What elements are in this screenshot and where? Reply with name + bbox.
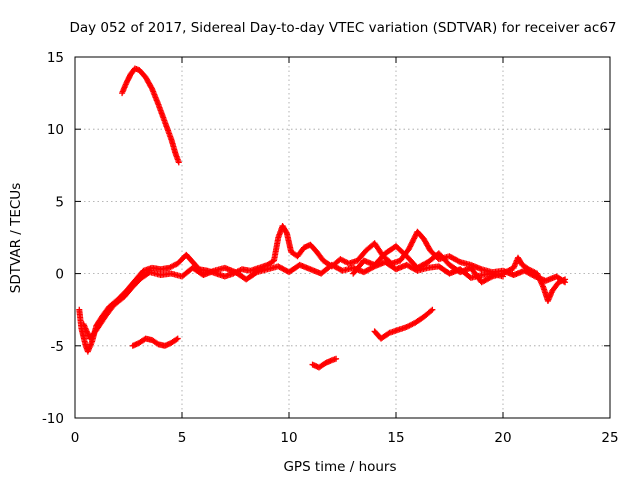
data-point [173,336,180,343]
y-tick-label: 10 [47,122,64,138]
data-point [455,258,462,265]
x-axis-label: GPS time / hours [283,459,396,475]
data-point [408,240,415,247]
x-tick-label: 5 [178,430,187,446]
data-point [562,276,569,283]
data-point [174,335,181,342]
y-tick-label: 0 [55,267,64,283]
y-tick-label: 15 [47,50,64,66]
y-tick-label: 5 [55,194,64,210]
data-point [429,306,436,313]
data-point [409,239,416,246]
x-tick-label: 20 [494,430,511,446]
y-tick-label: -5 [51,339,64,355]
data-point [252,269,259,276]
data-point [412,232,419,239]
chart-title: Day 052 of 2017, Sidereal Day-to-day VTE… [69,20,616,36]
x-tick-labels: 0 5 10 15 20 25 [71,430,619,446]
data-point [407,242,414,249]
y-tick-labels: -10 -5 0 5 10 15 [42,50,64,427]
series-arc-4 [350,243,569,305]
series-arc-6 [309,355,340,371]
series-arc-5 [129,335,181,349]
data-point [407,243,414,250]
x-tick-label: 15 [387,430,404,446]
plot-frame [74,56,611,419]
data-point [148,84,155,91]
data-point [487,274,494,281]
data-point [428,307,435,314]
axis-ticks [74,56,611,419]
series-arc-1 [119,65,182,166]
x-tick-label: 0 [71,430,80,446]
x-tick-label: 10 [280,430,297,446]
data-point [410,236,417,243]
data-point [333,355,340,362]
y-axis-label: SDTVAR / TECUs [8,183,24,293]
data-point [175,159,182,166]
x-tick-label: 25 [601,430,618,446]
data-point [405,246,412,253]
data-point [409,238,416,245]
data-point [411,235,418,242]
y-tick-label: -10 [42,411,64,427]
data-points [76,65,569,371]
data-point [406,244,413,251]
series-arc-7 [371,306,436,342]
data-point [411,234,418,241]
